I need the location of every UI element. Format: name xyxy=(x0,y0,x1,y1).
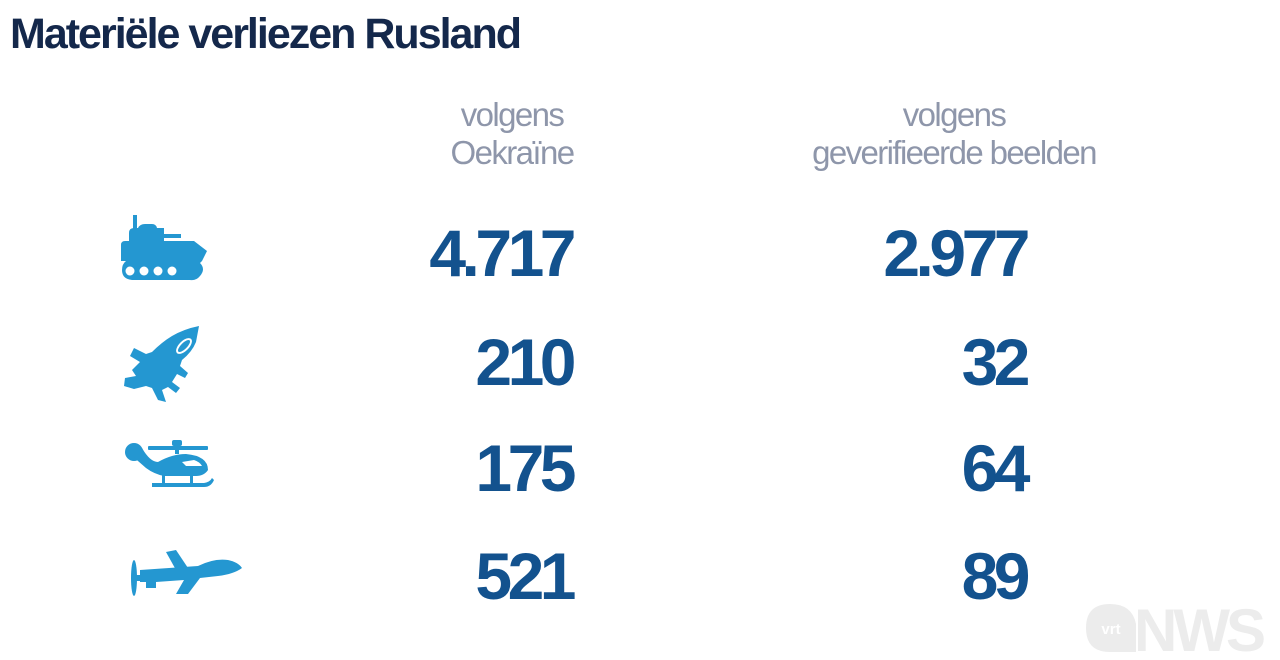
column-header-verified: volgens geverifieerde beelden xyxy=(774,96,1134,172)
helicopter-icon xyxy=(125,440,214,487)
value-ukraine-drones: 521 xyxy=(475,539,576,613)
table-row-drones: 521 89 xyxy=(0,536,1280,626)
table-row-tanks: 4.717 2.977 xyxy=(0,213,1280,303)
value-ukraine-tanks: 4.717 xyxy=(429,216,576,290)
page-title: Materiële verliezen Rusland xyxy=(10,10,522,58)
value-verified-drones: 89 xyxy=(961,539,1031,613)
value-verified-tanks: 2.977 xyxy=(883,216,1030,290)
table-row-helicopters: 175 64 xyxy=(0,428,1280,518)
column-header-verified-line1: volgens xyxy=(902,96,1007,133)
column-header-ukraine-line1: volgens xyxy=(460,96,565,133)
drone-icon xyxy=(131,550,242,596)
fighter-jet-icon xyxy=(124,326,199,402)
column-header-verified-line2: geverifieerde beelden xyxy=(812,134,1097,171)
value-verified-jets: 32 xyxy=(961,325,1031,399)
column-header-ukraine-line2: Oekraïne xyxy=(450,134,576,171)
logo-small-text: vrt xyxy=(1101,621,1120,638)
value-verified-helicopters: 64 xyxy=(961,431,1031,505)
vrt-nws-logo: vrt NWS xyxy=(1086,600,1268,656)
value-ukraine-helicopters: 175 xyxy=(475,431,576,505)
logo-big-text: NWS xyxy=(1134,600,1264,656)
table-row-jets: 210 32 xyxy=(0,322,1280,412)
value-ukraine-jets: 210 xyxy=(475,325,576,399)
tank-icon xyxy=(121,215,207,281)
column-header-ukraine: volgens Oekraïne xyxy=(412,96,612,172)
